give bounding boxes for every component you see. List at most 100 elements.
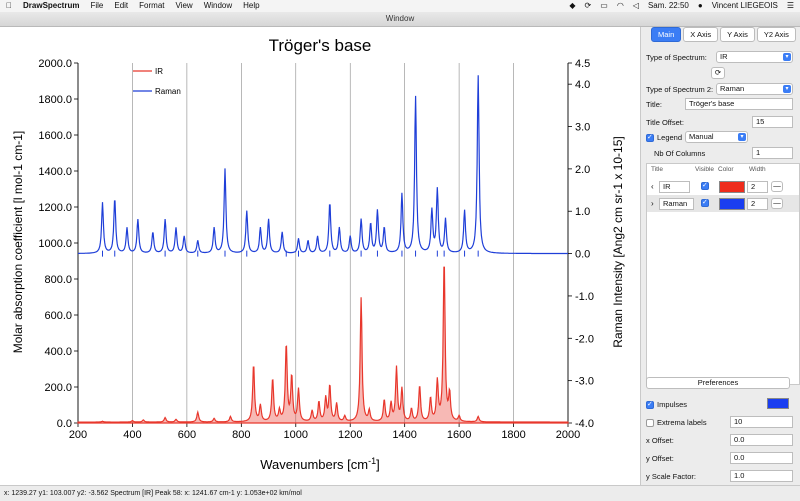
- x-offset-label: x Offset:: [646, 436, 674, 445]
- y2-tick-label: 1.0: [575, 206, 590, 218]
- series-title-input[interactable]: Raman: [659, 198, 694, 210]
- x-tick-label: 1800: [501, 429, 525, 441]
- x-tick-label: 200: [69, 429, 87, 441]
- user-name[interactable]: Vincent LIEGEOIS: [711, 1, 778, 10]
- plot-area[interactable]: 200 400 600 800 1000 1200 1400 1600 1800 2000 0.0 2…: [0, 27, 640, 485]
- color-swatch[interactable]: [719, 181, 745, 193]
- refresh-icon: ⟳: [714, 68, 722, 77]
- extrema-label: Extrema labels: [657, 418, 707, 427]
- clock[interactable]: Sam. 22:50: [647, 1, 689, 10]
- row-menu-button[interactable]: —: [771, 198, 783, 209]
- col-title: Title: [651, 166, 664, 173]
- volume-icon[interactable]: ◁: [632, 1, 639, 10]
- y-scale-input[interactable]: 1.0: [730, 470, 793, 482]
- tab-main[interactable]: Main: [651, 27, 682, 42]
- title-offset-input[interactable]: 15: [752, 116, 793, 128]
- menu-edit[interactable]: Edit: [108, 1, 128, 10]
- title-label: Title:: [646, 100, 662, 109]
- nbcols-input[interactable]: 1: [752, 147, 793, 159]
- chevron-right-icon[interactable]: ›: [651, 199, 654, 208]
- refresh-button[interactable]: ⟳: [711, 67, 725, 79]
- tab-x-axis[interactable]: X Axis: [683, 27, 719, 42]
- extrema-checkbox[interactable]: [646, 418, 654, 427]
- preferences-button[interactable]: Preferences: [646, 377, 790, 389]
- x-tick-label: 2000: [556, 429, 580, 441]
- x-axis-label-end: ]: [376, 457, 380, 472]
- wifi-icon[interactable]: ◠: [616, 1, 624, 10]
- y2-tick-label: 3.0: [575, 122, 590, 134]
- legend-mode-value: Manual: [689, 132, 714, 141]
- list-icon[interactable]: ☰: [786, 1, 794, 10]
- minus-icon: —: [773, 181, 781, 190]
- y-offset-input[interactable]: 0.0: [730, 452, 793, 464]
- chevron-down-icon: ▾: [783, 85, 791, 93]
- x-tick-label: 1400: [392, 429, 416, 441]
- battery-icon[interactable]: ▭: [600, 1, 608, 10]
- extrema-input[interactable]: 10: [730, 416, 793, 428]
- legend-mode-select[interactable]: Manual ▾: [685, 131, 748, 143]
- type-select[interactable]: IR ▾: [716, 51, 793, 63]
- x-tick-label: 1600: [447, 429, 471, 441]
- chevron-down-icon: ▾: [738, 133, 746, 141]
- impulse-marks: [102, 250, 479, 257]
- user-avatar-icon[interactable]: ●: [697, 1, 703, 10]
- x-axis-label-main: Wavenumbers [cm: [260, 457, 368, 472]
- legend-raman-label: Raman: [155, 87, 181, 96]
- table-row[interactable]: ‹ IR 2 —: [647, 178, 799, 195]
- legend: IR Raman: [133, 67, 181, 96]
- apple-icon[interactable]: : [6, 1, 12, 10]
- sync-icon[interactable]: ⟳: [584, 1, 592, 10]
- spectrum-chart[interactable]: 200 400 600 800 1000 1200 1400 1600 1800 2000 0.0 2…: [0, 27, 640, 485]
- y-tick-label: 200.0: [44, 382, 72, 394]
- row-menu-button[interactable]: —: [771, 181, 783, 192]
- y-tick-label: 800.0: [44, 274, 72, 286]
- y-axis-label: Molar absorption coefficient [l mol-1 cm…: [11, 131, 25, 354]
- app-menu[interactable]: DrawSpectrum: [17, 1, 79, 10]
- col-color: Color: [718, 166, 734, 173]
- x-tick-label: 800: [232, 429, 250, 441]
- width-input[interactable]: 2: [747, 198, 768, 210]
- col-visible: Visible: [695, 166, 715, 173]
- menu-window[interactable]: Window: [197, 1, 232, 10]
- window-titlebar: Window: [0, 12, 800, 27]
- status-bar: x: 1239.27 y1: 103.007 y2: -3.562 Spectr…: [0, 485, 800, 501]
- y2-tick-label: -1.0: [575, 291, 594, 303]
- series-title-input[interactable]: IR: [659, 181, 690, 193]
- y-offset-label: y Offset:: [646, 454, 674, 463]
- menu-format[interactable]: Format: [133, 1, 164, 10]
- type2-select[interactable]: Raman ▾: [716, 83, 793, 95]
- dropbox-icon[interactable]: ◆: [569, 1, 576, 10]
- y2-tick-label: -2.0: [575, 333, 594, 345]
- tab-y-axis[interactable]: Y Axis: [720, 27, 755, 42]
- visible-checkbox[interactable]: [701, 198, 709, 207]
- title-offset-label: Title Offset:: [646, 118, 684, 127]
- y2-tick-label: 4.0: [575, 79, 590, 91]
- tab-y2-axis[interactable]: Y2 Axis: [756, 27, 796, 42]
- menu-file[interactable]: File: [84, 1, 103, 10]
- chevron-left-icon[interactable]: ‹: [651, 182, 654, 191]
- y2-tick-label: -4.0: [575, 418, 594, 430]
- table-row[interactable]: › Raman 2 —: [647, 195, 799, 212]
- x-tick-label: 400: [123, 429, 141, 441]
- y-tick-label: 1400.0: [38, 166, 72, 178]
- y-tick-label: 1000.0: [38, 238, 72, 250]
- legend-checkbox[interactable]: [646, 133, 654, 142]
- visible-checkbox[interactable]: [701, 181, 709, 190]
- minus-icon: —: [773, 198, 781, 207]
- raman-series-line: [78, 75, 568, 255]
- width-input[interactable]: 2: [747, 181, 768, 193]
- menu-help[interactable]: Help: [237, 1, 259, 10]
- impulse-color-swatch[interactable]: [767, 398, 789, 409]
- x-axis-label-sup: -1: [368, 456, 376, 466]
- nbcols-label: Nb Of Columns: [654, 149, 706, 158]
- x-tick-label: 1000: [284, 429, 308, 441]
- color-swatch[interactable]: [719, 198, 745, 210]
- menu-view[interactable]: View: [169, 1, 193, 10]
- y2-tick-label: 2.0: [575, 164, 590, 176]
- y-tick-label: 400.0: [44, 346, 72, 358]
- title-input[interactable]: Tröger's base: [685, 98, 793, 110]
- series-table: Title Visible Color Width ‹ IR 2 — › Ram…: [646, 163, 800, 385]
- x-offset-input[interactable]: 0.0: [730, 434, 793, 446]
- impulses-checkbox[interactable]: [646, 400, 654, 409]
- type2-label: Type of Spectrum 2:: [646, 85, 714, 94]
